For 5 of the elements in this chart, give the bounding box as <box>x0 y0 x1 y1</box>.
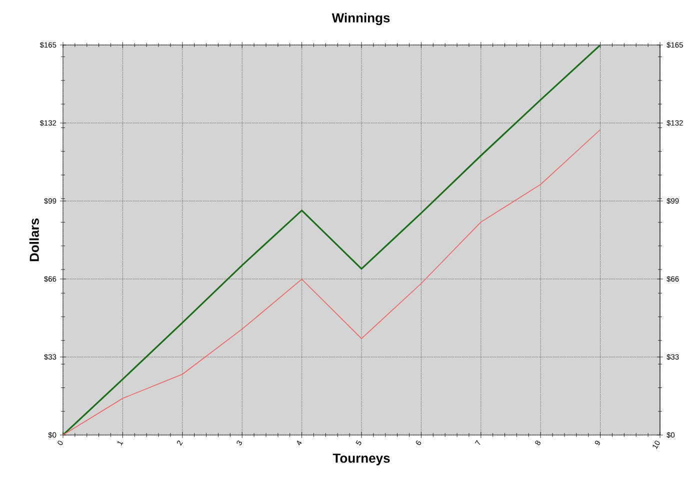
x-axis-title: Tourneys <box>332 454 390 466</box>
line-series <box>63 129 601 435</box>
y-axis-title: Dollars <box>29 218 39 262</box>
line-series <box>63 44 602 435</box>
chart-title: Winnings <box>332 12 390 26</box>
